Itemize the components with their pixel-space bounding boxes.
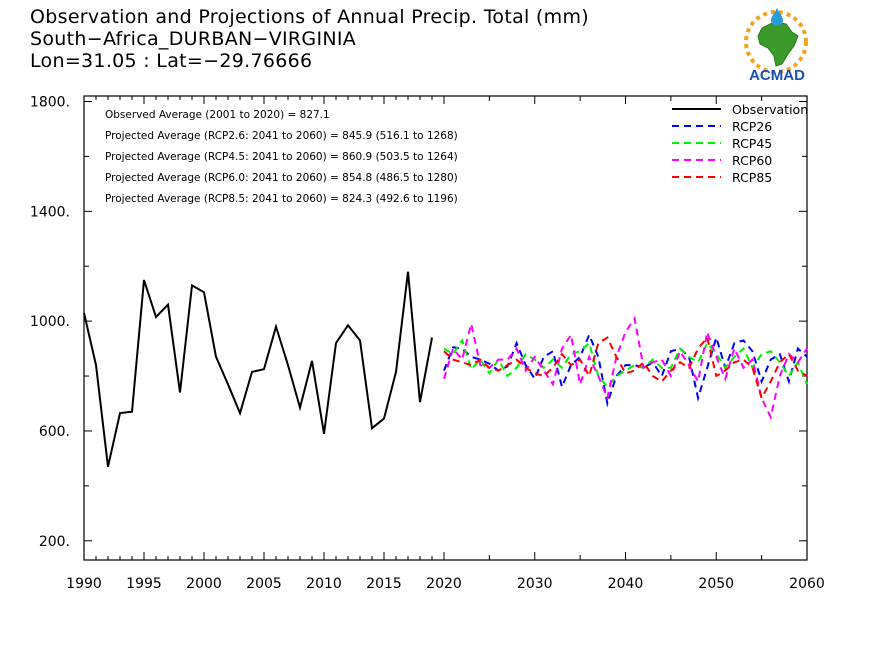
y-axis-labels: 200. 600. 1000. 1400. 1800. (30, 94, 70, 549)
y-tick-label: 1800. (30, 94, 70, 110)
x-tick-label: 2060 (789, 576, 825, 592)
chart-title-block: Observation and Projections of Annual Pr… (30, 6, 589, 72)
annotation-line: Projected Average (RCP8.5: 2041 to 2060)… (105, 193, 458, 205)
acmad-logo: ACMAD (744, 8, 808, 84)
y-tick-label: 1400. (30, 204, 70, 220)
axis-ticks (83, 96, 808, 560)
annotation-line: Projected Average (RCP6.0: 2041 to 2060)… (105, 172, 458, 184)
y-tick-label: 200. (39, 534, 70, 550)
africa-map-icon (757, 21, 799, 67)
x-tick-label: 2030 (517, 576, 553, 592)
x-tick-label: 2000 (186, 576, 222, 592)
chart-location: South−Africa_DURBAN−VIRGINIA (30, 28, 357, 50)
annotations: Observed Average (2001 to 2020) = 827.1 P… (105, 109, 458, 205)
annotation-line: Projected Average (RCP4.5: 2041 to 2060)… (105, 151, 458, 163)
annotation-line: Projected Average (RCP2.6: 2041 to 2060)… (105, 130, 458, 142)
x-tick-label: 2015 (366, 576, 402, 592)
x-tick-label: 1990 (66, 576, 102, 592)
legend-label: Observation (732, 102, 808, 117)
x-tick-label: 1995 (126, 576, 162, 592)
water-drop-icon (771, 8, 783, 26)
legend-label: RCP26 (732, 119, 772, 134)
x-tick-label: 2005 (246, 576, 282, 592)
annotation-line: Observed Average (2001 to 2020) = 827.1 (105, 109, 330, 121)
chart-title: Observation and Projections of Annual Pr… (30, 6, 589, 28)
logo-text: ACMAD (749, 67, 805, 84)
y-tick-label: 1000. (30, 314, 70, 330)
series-observation (83, 271, 433, 467)
x-tick-label: 2050 (698, 576, 734, 592)
legend-label: RCP85 (732, 170, 772, 185)
series-rcp26 (443, 332, 808, 408)
legend-label: RCP60 (732, 153, 772, 168)
legend: Observation RCP26 RCP45 RCP60 RCP85 (672, 102, 808, 185)
plot-border (83, 95, 808, 561)
sun-rays-icon (744, 10, 808, 74)
chart-coords: Lon=31.05 : Lat=−29.76666 (30, 50, 313, 72)
plot-frame (83, 95, 808, 561)
x-tick-label: 2020 (426, 576, 462, 592)
series-rcp45 (443, 338, 808, 389)
legend-label: RCP45 (732, 136, 772, 151)
y-tick-label: 600. (39, 424, 70, 440)
series-rcp85 (443, 335, 808, 401)
x-tick-label: 2010 (306, 576, 342, 592)
x-axis-labels: 1990 1995 2000 2005 2010 2015 2020 2030 2040 2050… (66, 576, 825, 592)
x-tick-label: 2040 (608, 576, 644, 592)
series-layer (83, 271, 808, 467)
